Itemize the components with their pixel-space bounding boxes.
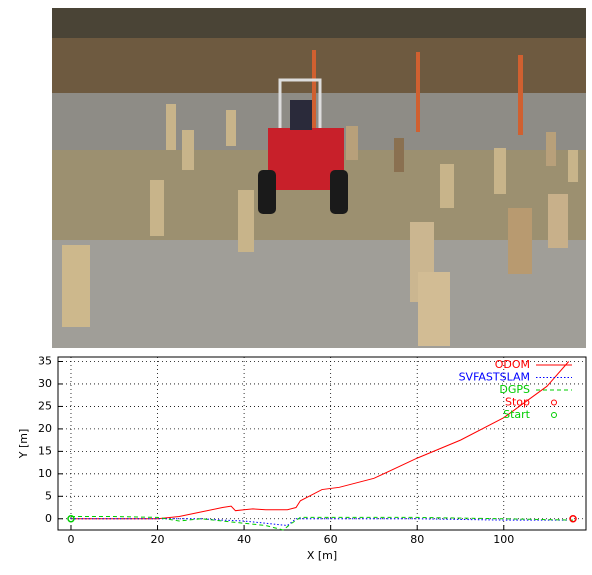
y-axis-label: Y [m] (17, 429, 30, 460)
y-tick-label: 15 (38, 444, 52, 457)
x-tick-label: 20 (151, 533, 165, 546)
legend-label: Stop (505, 396, 530, 409)
y-tick-label: 10 (38, 467, 52, 480)
photo (52, 8, 586, 348)
legend-label: DGPS (499, 383, 530, 396)
x-tick-label: 100 (493, 533, 514, 546)
y-tick-label: 0 (45, 512, 52, 525)
y-tick-label: 35 (38, 354, 52, 367)
x-tick-label: 40 (237, 533, 251, 546)
y-tick-label: 25 (38, 399, 52, 412)
y-tick-label: 5 (45, 489, 52, 502)
legend-label: ODOM (495, 358, 530, 371)
x-tick-label: 60 (324, 533, 338, 546)
screenshot: 0 20 40 60 80 100 0 5 10 15 20 25 30 35 X [m] Y [m] ODOM… (0, 0, 592, 571)
x-tick-label: 0 (67, 533, 74, 546)
x-axis-label: X [m] (307, 549, 337, 562)
legend-label: SVFASTSLAM (459, 371, 530, 384)
x-tick-label: 80 (410, 533, 424, 546)
y-tick-label: 20 (38, 422, 52, 435)
legend-label: Start (503, 408, 531, 421)
y-tick-label: 30 (38, 377, 52, 390)
